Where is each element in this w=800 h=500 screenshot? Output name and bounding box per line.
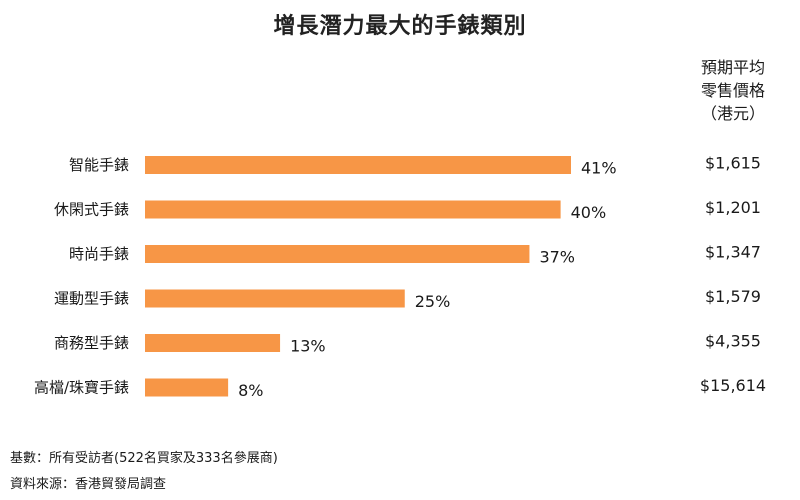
bar-4 bbox=[145, 289, 405, 308]
category-label-1: 智能手錶 bbox=[69, 156, 129, 174]
footnote-source: 資料來源：香港貿發局調查 bbox=[10, 477, 167, 492]
value-label-1: 41% bbox=[581, 159, 617, 178]
category-label-5: 商務型手錶 bbox=[54, 334, 129, 352]
price-column-header: 預期平均 零售價格 （港元） bbox=[688, 56, 778, 125]
footnote-base: 基數：所有受訪者(522名買家及333名參展商) bbox=[10, 451, 278, 466]
bar-6 bbox=[145, 378, 229, 397]
price-value-5: $4,355 bbox=[705, 332, 761, 351]
price-header-line-2: 零售價格 bbox=[700, 81, 765, 100]
value-label-5: 13% bbox=[290, 337, 326, 356]
bar-2 bbox=[145, 200, 561, 219]
value-label-3: 37% bbox=[539, 248, 575, 267]
price-value-6: $15,614 bbox=[700, 376, 766, 395]
category-label-6: 高檔/珠寶手錶 bbox=[34, 379, 129, 397]
category-label-2: 休閑式手錶 bbox=[54, 201, 129, 219]
value-labels-group: 41% 40% 37% 25% 13% 8% bbox=[238, 159, 616, 401]
chart-title: 增長潛力最大的手錶類別 bbox=[273, 13, 527, 39]
price-value-4: $1,579 bbox=[705, 287, 761, 306]
category-label-4: 運動型手錶 bbox=[54, 290, 129, 308]
price-value-1: $1,615 bbox=[705, 154, 761, 173]
price-header-line-1: 預期平均 bbox=[700, 58, 765, 77]
bars-group bbox=[145, 156, 571, 397]
value-label-4: 25% bbox=[415, 292, 451, 311]
price-header-line-3: （港元） bbox=[700, 104, 765, 123]
category-label-3: 時尚手錶 bbox=[69, 245, 129, 263]
value-label-2: 40% bbox=[571, 203, 607, 222]
value-label-6: 8% bbox=[238, 381, 263, 400]
bar-3 bbox=[145, 245, 530, 263]
price-value-3: $1,347 bbox=[705, 243, 761, 262]
bar-1 bbox=[145, 156, 571, 174]
bar-5 bbox=[145, 334, 281, 352]
price-values-group: $1,615 $1,201 $1,347 $1,579 $4,355 $15,614 bbox=[700, 154, 766, 396]
price-value-2: $1,201 bbox=[705, 198, 761, 217]
